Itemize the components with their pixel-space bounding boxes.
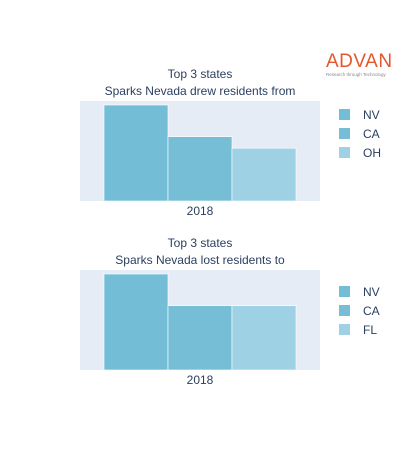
legend-swatch-ca — [339, 128, 350, 139]
legend-label-ca: CA — [363, 304, 380, 318]
legend-label-ca: CA — [363, 127, 380, 141]
x-tick-label: 2018 — [187, 204, 214, 218]
chart-2: Top 3 states Sparks Nevada lost residents… — [80, 236, 380, 387]
logo-wordmark: ADVAN — [326, 51, 393, 72]
legend-swatch-fl — [339, 324, 350, 335]
legend-swatch-nv — [339, 109, 350, 120]
legend-label-nv: NV — [363, 108, 380, 122]
legend-swatch-nv — [339, 286, 350, 297]
bar-ca — [167, 136, 233, 202]
bar-nv — [103, 273, 169, 371]
bar-fl — [231, 305, 297, 371]
x-tick-label: 2018 — [187, 373, 214, 387]
legend-swatch-oh — [339, 147, 350, 158]
chart-title-line: Sparks Nevada lost residents to — [115, 253, 285, 267]
legend-label-oh: OH — [363, 146, 381, 160]
chart-title-line: Top 3 states — [168, 236, 233, 250]
chart-title-line: Top 3 states — [168, 67, 233, 81]
bar-oh — [231, 147, 297, 202]
chart-1: Top 3 states Sparks Nevada drew residents… — [80, 67, 381, 218]
legend-label-nv: NV — [363, 285, 380, 299]
legend-label-fl: FL — [363, 323, 377, 337]
advan-logo: ADVAN Research through Technology — [326, 52, 396, 78]
chart-title-line: Sparks Nevada drew residents from — [105, 84, 296, 98]
bar-ca — [167, 305, 233, 371]
legend-swatch-ca — [339, 305, 350, 316]
logo-tagline: Research through Technology — [326, 72, 386, 77]
bar-nv — [103, 104, 169, 202]
